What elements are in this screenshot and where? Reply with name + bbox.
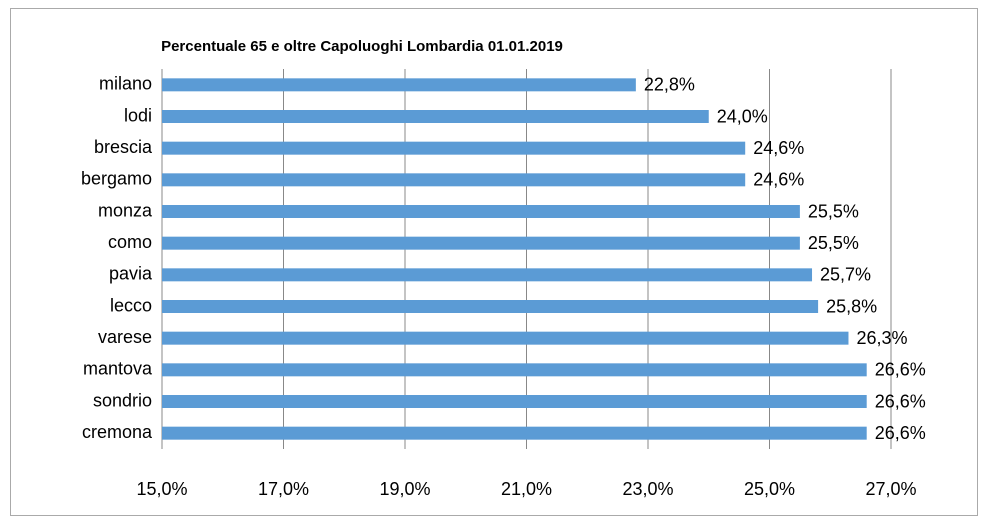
data-label: 25,7%	[820, 265, 871, 285]
data-label: 26,6%	[875, 423, 926, 443]
bar	[162, 78, 636, 92]
x-tick-label: 21,0%	[501, 479, 552, 499]
data-label: 24,6%	[753, 138, 804, 158]
bar	[162, 426, 867, 440]
data-label: 26,6%	[875, 360, 926, 380]
bar	[162, 300, 819, 313]
x-tick-label: 25,0%	[744, 479, 795, 499]
y-tick-label: varese	[98, 327, 152, 347]
y-tick-label: mantova	[83, 359, 153, 379]
y-tick-label: pavia	[109, 264, 153, 284]
y-tick-label: lecco	[110, 295, 152, 315]
x-tick-label: 23,0%	[622, 479, 673, 499]
data-label: 26,3%	[856, 328, 907, 348]
y-tick-label: lodi	[124, 105, 152, 125]
y-tick-label: cremona	[82, 422, 153, 442]
bar	[162, 363, 867, 377]
y-tick-label: sondrio	[93, 390, 152, 410]
data-label: 25,5%	[808, 233, 859, 253]
bar	[162, 395, 867, 408]
data-label: 24,0%	[717, 106, 768, 126]
bar	[162, 205, 800, 218]
bar	[162, 268, 813, 282]
y-tick-label: milano	[99, 74, 152, 94]
data-label: 26,6%	[875, 391, 926, 411]
bar	[162, 141, 746, 155]
bar	[162, 331, 849, 345]
chart-title: Percentuale 65 e oltre Capoluoghi Lombar…	[161, 38, 563, 55]
x-tick-label: 15,0%	[136, 479, 187, 499]
x-tick-label: 27,0%	[865, 479, 916, 499]
x-tick-label: 19,0%	[379, 479, 430, 499]
y-tick-label: monza	[98, 200, 153, 220]
bar	[162, 110, 709, 123]
y-tick-label: brescia	[94, 137, 153, 157]
x-tick-label: 17,0%	[258, 479, 309, 499]
bar	[162, 173, 746, 187]
y-tick-label: bergamo	[81, 169, 152, 189]
data-label: 24,6%	[753, 170, 804, 190]
bar	[162, 236, 800, 250]
data-label: 25,8%	[826, 296, 877, 316]
data-label: 22,8%	[644, 75, 695, 95]
y-tick-label: como	[108, 232, 152, 252]
data-label: 25,5%	[808, 201, 859, 221]
